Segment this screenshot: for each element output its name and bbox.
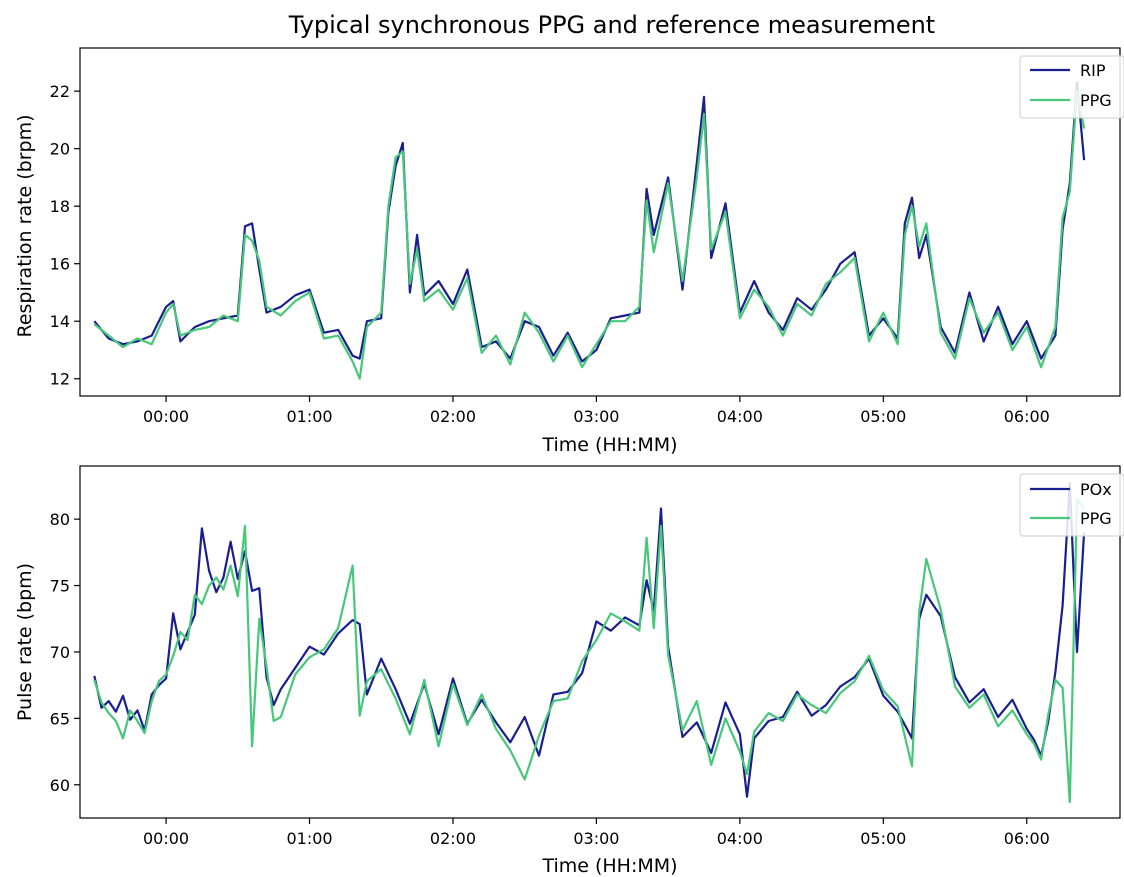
respiration-y-tick-label: 16 [50, 255, 70, 274]
rip-legend-label: RIP [1080, 61, 1106, 80]
respiration-x-axis-label: Time (HH:MM) [541, 434, 677, 456]
respiration-y-tick-label: 14 [50, 312, 70, 331]
pulse-plot-frame [79, 465, 1121, 819]
respiration-y-tick-label: 22 [50, 82, 70, 101]
respiration-y-axis-label: Respiration rate (brpm) [14, 114, 36, 337]
pulse-x-tick-label: 02:00 [430, 829, 476, 848]
pulse-x-ticks: 00:00 01:00 02:00 03:00 04:00 05:00 06:00 [143, 818, 1050, 848]
pox-series-line [93, 482, 1086, 798]
respiration-x-tick-label: 06:00 [1004, 407, 1050, 426]
rip-series-line [93, 81, 1086, 363]
pulse-x-tick-label: 03:00 [573, 829, 619, 848]
pulse-y-tick-label: 65 [50, 709, 70, 728]
figure-title: Typical synchronous PPG and reference me… [288, 11, 935, 39]
respiration-plot-frame [79, 47, 1121, 397]
pulse-x-tick-label: 00:00 [143, 829, 189, 848]
respiration-x-tick-label: 02:00 [430, 407, 476, 426]
respiration-y-ticks: 12 14 16 18 20 22 [50, 82, 80, 389]
respiration-chart: 12 14 16 18 20 22 00:00 01:00 02:00 03:00 04:00 05… [14, 47, 1124, 456]
ppg-legend-label: PPG [1080, 509, 1112, 528]
ppg-series-line [93, 89, 1086, 380]
ppg-legend-label: PPG [1080, 91, 1112, 110]
pulse-y-tick-label: 80 [50, 510, 70, 529]
pulse-y-tick-label: 70 [50, 643, 70, 662]
pox-legend-label: POx [1080, 480, 1112, 499]
pulse-x-tick-label: 04:00 [717, 829, 763, 848]
pulse-y-axis-label: Pulse rate (bpm) [14, 563, 36, 721]
respiration-y-tick-label: 18 [50, 197, 70, 216]
respiration-series [93, 81, 1086, 380]
respiration-x-tick-label: 03:00 [573, 407, 619, 426]
pulse-y-tick-label: 60 [50, 776, 70, 795]
ppg-series-line [93, 498, 1085, 804]
respiration-legend-box [1019, 55, 1124, 119]
pulse-x-tick-label: 05:00 [860, 829, 906, 848]
pulse-series [93, 482, 1086, 804]
pulse-x-axis-label: Time (HH:MM) [541, 855, 677, 877]
pulse-y-tick-label: 75 [50, 577, 70, 596]
respiration-x-tick-label: 05:00 [860, 407, 906, 426]
respiration-y-tick-label: 20 [50, 140, 70, 159]
pulse-chart: 60 65 70 75 80 00:00 01:00 02:00 03:00 04:00 05:0… [14, 465, 1124, 877]
pulse-x-tick-label: 06:00 [1004, 829, 1050, 848]
respiration-y-tick-label: 12 [50, 370, 70, 389]
respiration-legend: RIP PPG [1019, 55, 1124, 119]
pulse-x-tick-label: 01:00 [286, 829, 332, 848]
respiration-x-tick-label: 04:00 [717, 407, 763, 426]
pulse-y-ticks: 60 65 70 75 80 [50, 510, 80, 795]
pulse-legend: POx PPG [1019, 473, 1124, 537]
respiration-x-tick-label: 01:00 [286, 407, 332, 426]
respiration-x-tick-label: 00:00 [143, 407, 189, 426]
respiration-x-ticks: 00:00 01:00 02:00 03:00 04:00 05:00 06:00 [143, 396, 1050, 426]
